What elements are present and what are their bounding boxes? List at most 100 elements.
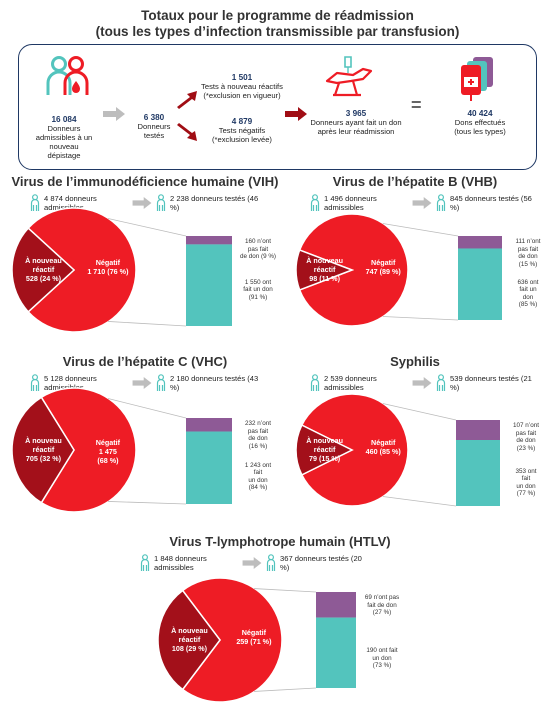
bar-label-not-donated: 107 n’ont pas fait de don (23 %) [502, 422, 550, 452]
pie-label-line: réactif [32, 265, 55, 274]
pie-label-reactive: À nouveau réactif 98 (11 %) [298, 256, 351, 283]
donated-value: 3 965 [345, 109, 367, 118]
bar-label-line: pas fait [247, 427, 269, 435]
person-icon [436, 374, 446, 391]
chart-title: Virus de l’hépatite B (VHB) [332, 174, 498, 189]
eligible-text: 1 848 donneurs admissibles [154, 554, 207, 572]
bar-label-line: (77 %) [516, 490, 536, 498]
bar-label-donated: 1 243 ont fait un don (84 %) [234, 462, 282, 492]
pie-label-reactive: À nouveau réactif 528 (24 %) [14, 256, 73, 283]
tested-text: 2 238 donneurs testés (46 %) [170, 194, 259, 212]
tested-text: 367 donneurs testés (20 %) [280, 554, 362, 572]
reactive-label-1: Tests à nouveau réactifs [201, 82, 283, 91]
negative-stat: 4 879 Tests négatifs (*exclusion levée) [189, 117, 295, 144]
pie-label-reactive: À nouveau réactif 705 (32 %) [14, 436, 73, 463]
tested-label-2: testés [143, 131, 165, 140]
bar-label-line: de don (9 %) [239, 253, 277, 260]
bar-label-not-donated: 232 n’ont pas fait de don (16 %) [234, 420, 282, 450]
bar-segment-donated [456, 440, 500, 506]
pie-slice-reactive [295, 424, 354, 476]
pie-label-negative: Négatif 1 710 (76 %) [80, 258, 136, 276]
pie-label-line: À nouveau [306, 256, 343, 265]
pie-label-line: Négatif [95, 258, 121, 267]
pie-label-reactive: À nouveau réactif 79 (15 %) [298, 436, 351, 463]
stacked-bar [186, 236, 232, 326]
chart-title: Virus T-lymphotrope humain (HTLV) [169, 534, 391, 549]
bar-label-line: 1 243 ont [244, 461, 272, 469]
pie-label-line: 747 (89 %) [365, 267, 401, 276]
pie-label-line: Négatif [371, 438, 396, 447]
bar-segment-not-donated [316, 592, 356, 618]
bar-label-line: fait de don [367, 601, 397, 609]
reactive-label-2: (*exclusion en vigueur) [203, 91, 281, 100]
donations-label-1: Dons effectués [454, 118, 506, 127]
person-icon [310, 194, 320, 211]
stacked-bar [458, 236, 502, 320]
bar-label-line: (23 %) [516, 444, 536, 452]
bar-label-line: de don [518, 253, 538, 260]
bar-segment-donated [316, 617, 356, 688]
tested-stat: 6 380 Donneurs testés [127, 113, 181, 140]
bar-label-line: (73 %) [372, 662, 392, 670]
chart-title: Virus de l’hépatite C (VHC) [62, 354, 228, 369]
bar-segment-donated [186, 244, 232, 326]
bar-segment-not-donated [456, 420, 500, 441]
pie-slice-reactive [11, 396, 75, 504]
bar-label-line: 232 n’ont [245, 420, 271, 427]
arrow-right-icon [132, 377, 152, 389]
arrow-right-icon [132, 197, 152, 209]
pie-slice-negative [27, 207, 137, 333]
donations-value: 40 424 [467, 109, 493, 118]
bar-label-line: (84 %) [248, 484, 268, 492]
person-icon [30, 194, 40, 211]
eligible-label-3: nouveau [49, 142, 79, 151]
negative-value: 4 879 [231, 117, 253, 126]
bar-label-donated: 1 550 ont fait un don (91 %) [234, 279, 282, 302]
pie-slice-reactive [295, 249, 355, 291]
arrow-right-dark-icon [285, 107, 307, 121]
bar-label-line: 353 ont [515, 467, 537, 475]
pie-label-line: réactif [32, 445, 55, 454]
negative-label-2: (*exclusion levée) [212, 135, 272, 144]
pie-label-line: 705 (32 %) [25, 454, 62, 463]
title-line-1: Totaux pour le programme de réadmission [141, 8, 414, 23]
arrow-right-icon [412, 377, 432, 389]
person-icon [310, 374, 320, 391]
pie-label-line: réactif [313, 265, 336, 274]
eligible-stat: 16 084 Donneurs admissibles à un nouveau… [29, 115, 99, 160]
bar-label-line: don [522, 293, 534, 301]
donations-label-2: (tous les types) [454, 127, 506, 136]
bar-label-line: (27 %) [372, 609, 392, 616]
pie-label-line: (68 %) [97, 456, 119, 465]
pie-label-line: À nouveau [25, 436, 62, 445]
bar-segment-not-donated [186, 418, 232, 432]
tested-text: 2 180 donneurs testés (43 %) [170, 374, 259, 392]
title-line-2: (tous les types d’infection transmissibl… [95, 24, 460, 39]
reactive-value: 1 501 [231, 73, 253, 82]
tested-value: 6 380 [143, 113, 165, 122]
pie-label-line: réactif [178, 635, 201, 644]
bar-label-line: fait un [519, 286, 537, 294]
pie-label-line: 79 (15 %) [309, 454, 341, 463]
person-icon [140, 554, 150, 571]
blood-bags-icon [461, 57, 493, 101]
bar-label-donated: 353 ont fait un don (77 %) [502, 468, 550, 498]
bar-label-line: pas fait [515, 429, 537, 437]
pie-label-line: À nouveau [171, 626, 208, 635]
bar-label-line: 111 n’ont [515, 238, 541, 245]
summary-box: 16 084 Donneurs admissibles à un nouveau… [18, 44, 537, 170]
pie-label-line: 98 (11 %) [309, 274, 340, 283]
bar-label-line: de don [516, 437, 536, 444]
eligible-text: 4 874 donneurs admissibles [44, 194, 97, 212]
arrow-down-right-icon [177, 123, 197, 141]
bar-label-line: 107 n’ont [513, 422, 539, 429]
chart-title: Virus de l’immunodéficience humaine (VIH… [11, 174, 279, 189]
donation-chair-icon [325, 56, 373, 97]
pie-label-line: À nouveau [25, 256, 62, 265]
bar-label-line: 190 ont fait [366, 647, 398, 655]
pie-chart [295, 213, 409, 327]
arrow-up-right-icon [177, 91, 197, 109]
bar-label-line: 636 ont [517, 278, 539, 286]
chart-title: Syphilis [390, 354, 440, 369]
pie-label-negative: Négatif 1 475 (68 %) [80, 438, 136, 465]
